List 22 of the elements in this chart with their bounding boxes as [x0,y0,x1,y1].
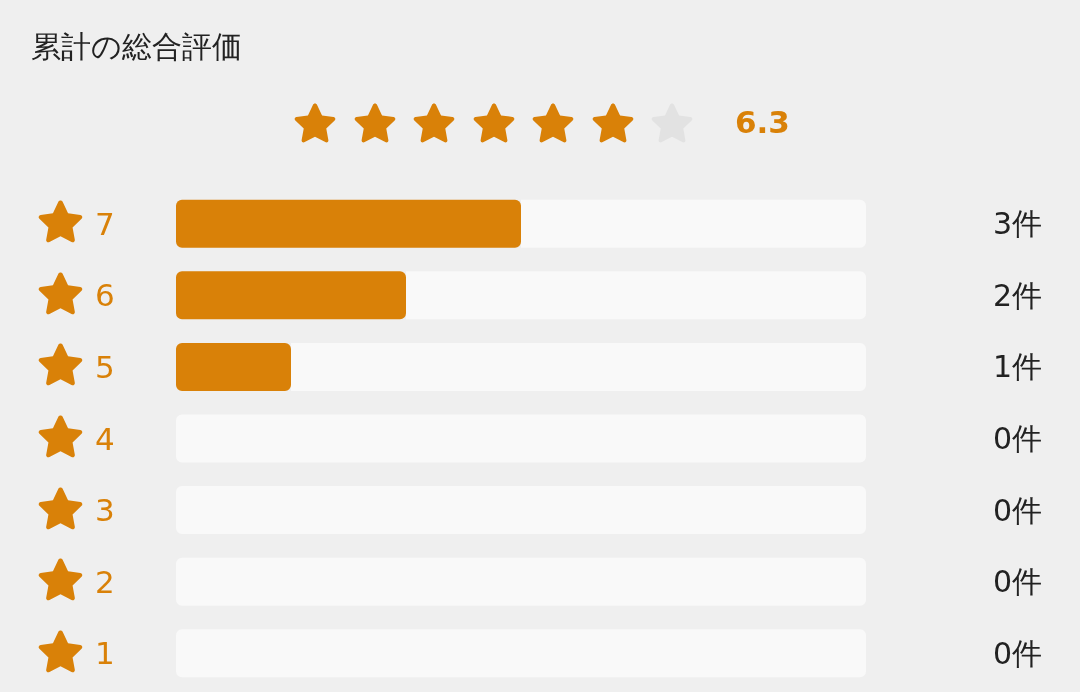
y-tick-label: 3 [95,492,115,529]
data-label: 1件 [993,349,1043,385]
bar [521,199,866,248]
y-tick-label: 4 [95,420,115,457]
bar [291,342,866,391]
y-tick-label: 7 [95,205,115,242]
bar [176,199,521,248]
data-label: 3件 [993,206,1043,242]
y-tick-label: 1 [95,635,115,672]
y-tick-label: 6 [95,277,115,314]
data-label: 0件 [993,564,1043,600]
y-tick-label: 5 [95,348,115,385]
bar [406,271,866,320]
data-label: 0件 [993,421,1043,456]
y-tick-label: 2 [95,563,115,600]
text: 6.3 [735,103,790,140]
chart-title: 累計の総合評価 [31,28,242,64]
bar [176,342,291,391]
data-label: 0件 [993,635,1043,671]
bar [176,271,406,320]
data-label: 0件 [993,492,1043,528]
data-label: 2件 [993,277,1043,313]
